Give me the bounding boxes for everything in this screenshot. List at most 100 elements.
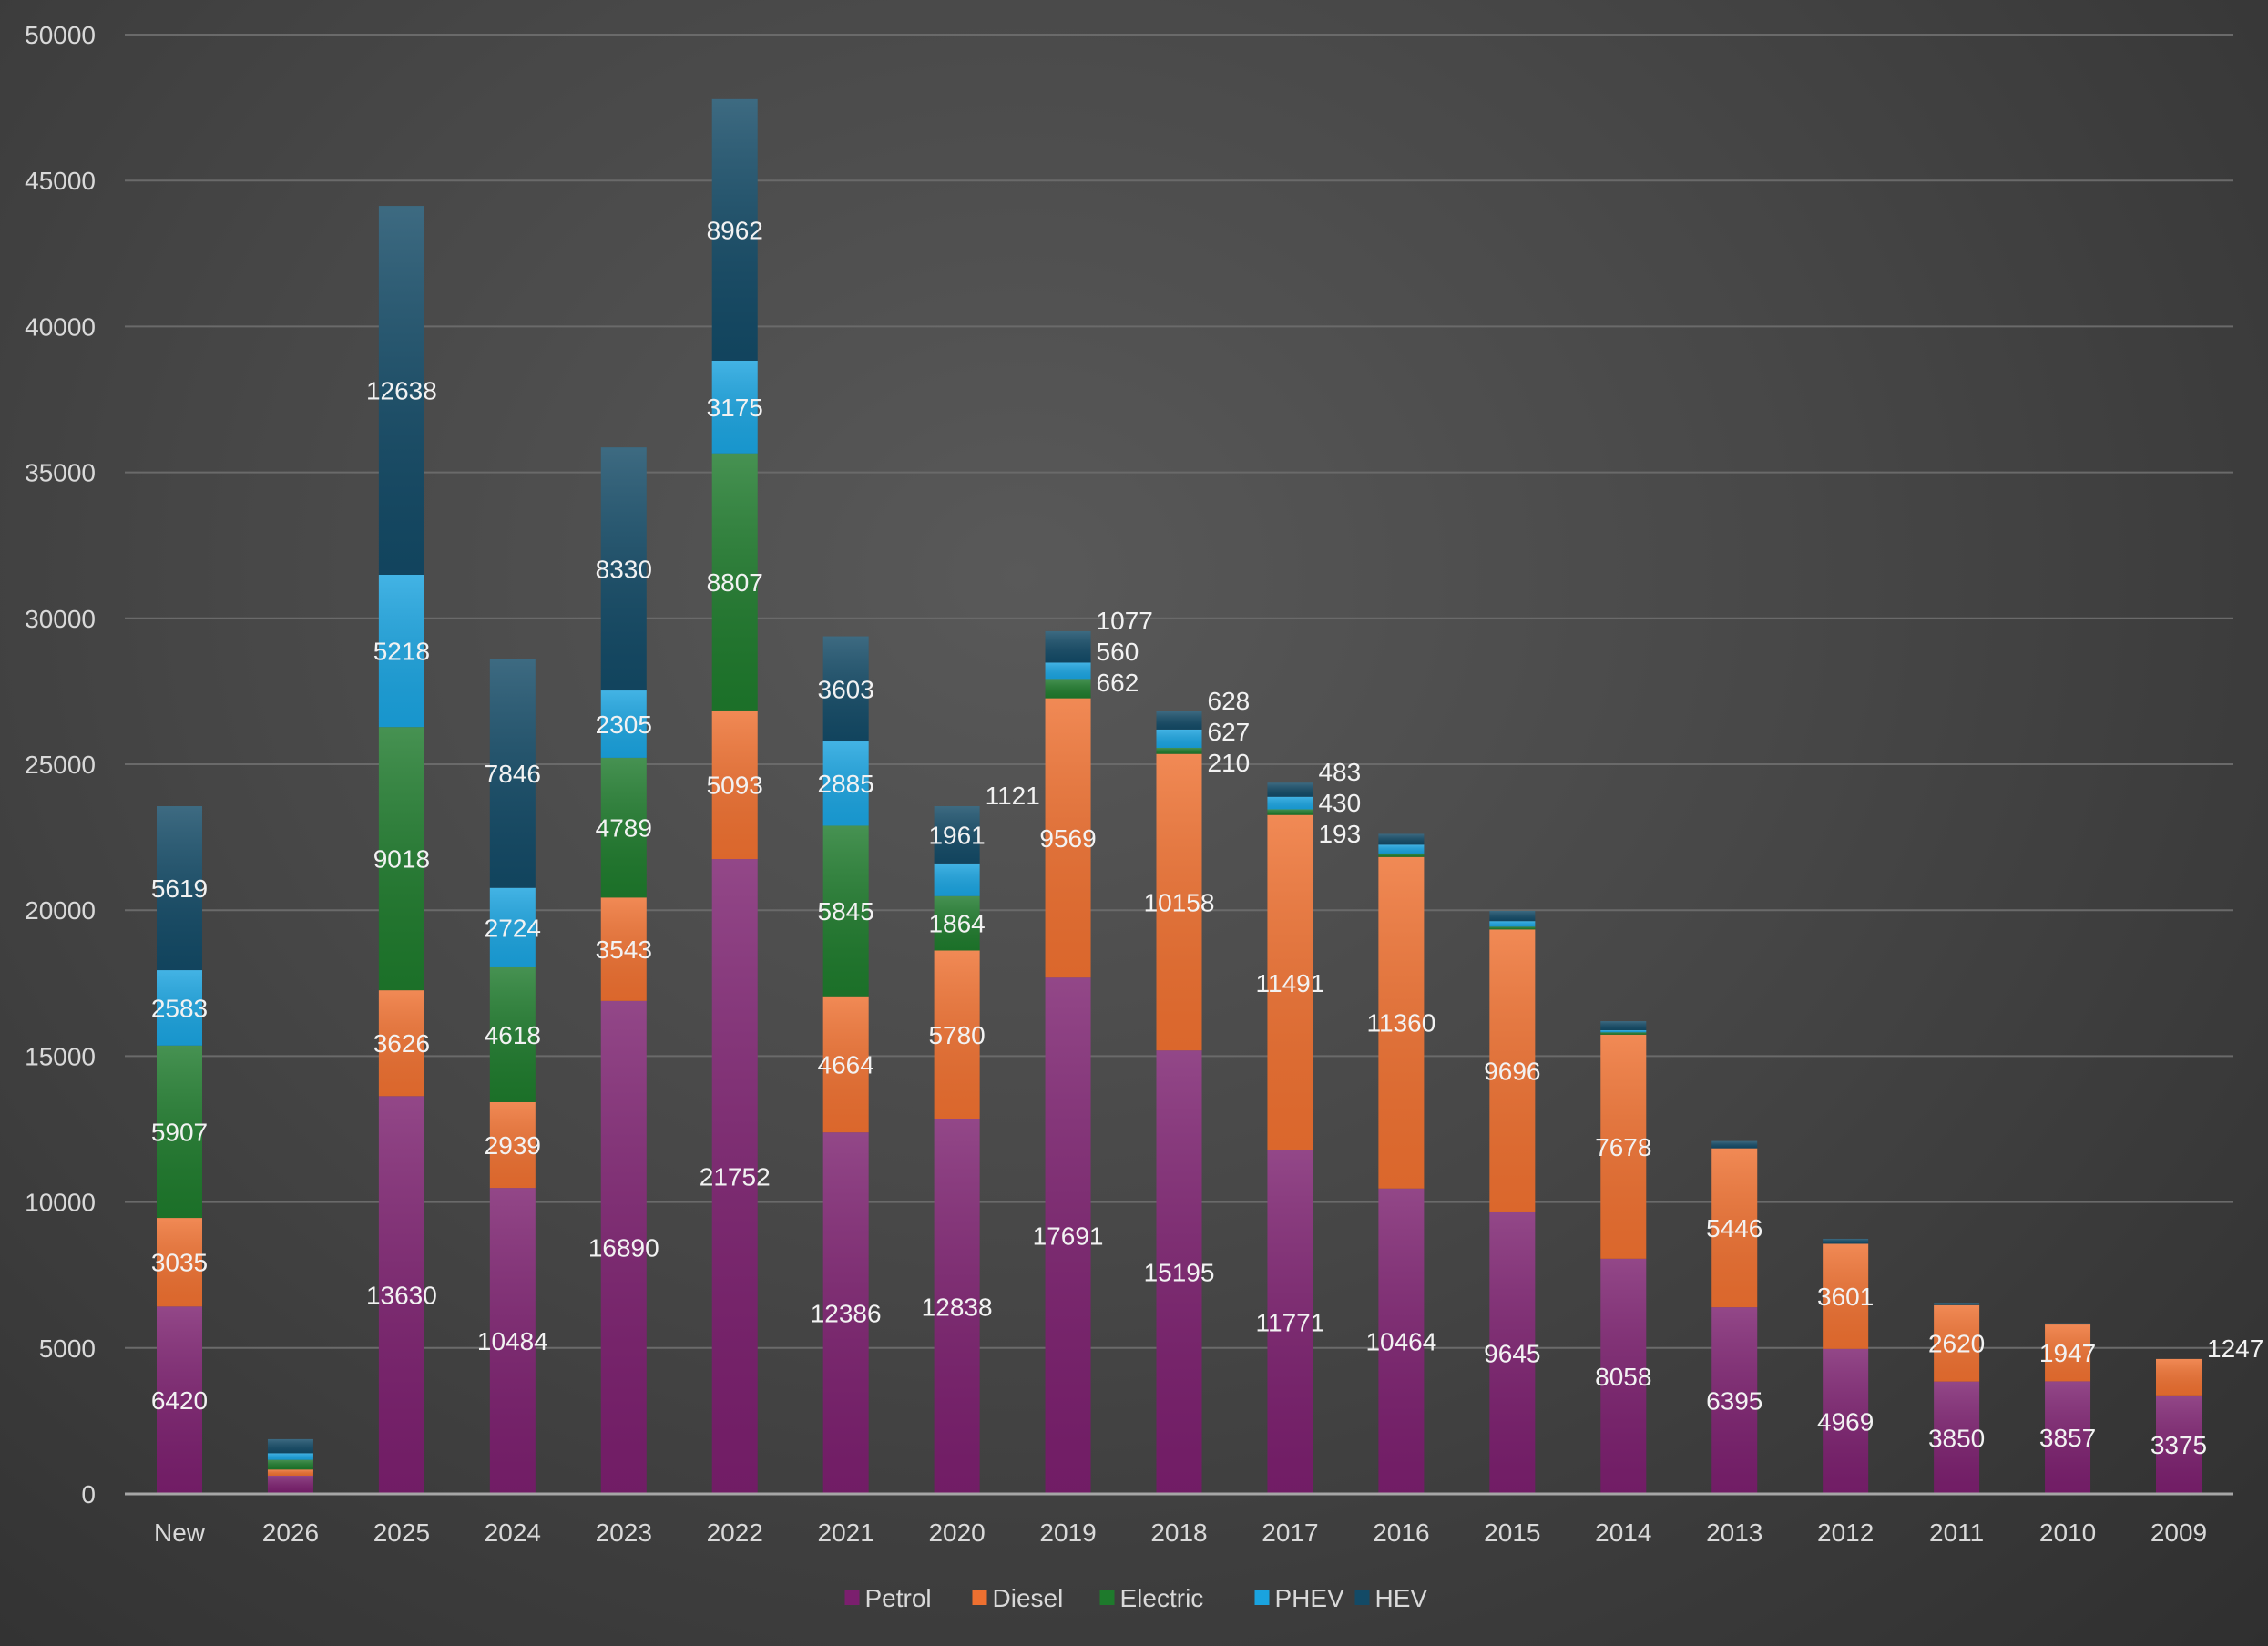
data-label: 5780	[928, 1021, 985, 1049]
data-label: 13630	[366, 1282, 437, 1310]
bar-segment-shade	[267, 1459, 313, 1470]
legend: Petrol Diesel Electric PHEV HEV	[844, 1584, 1428, 1612]
x-tick-label: 2025	[373, 1518, 430, 1547]
legend-swatch	[1254, 1590, 1270, 1605]
data-label: 2305	[596, 711, 652, 739]
data-label: 7846	[485, 760, 541, 788]
legend-label: Diesel	[993, 1584, 1064, 1612]
bar-segment-shade	[1823, 1238, 1869, 1244]
bar-segment-shade	[711, 360, 758, 454]
legend-swatch	[1354, 1590, 1370, 1605]
bar-segment-shade	[1156, 753, 1202, 1051]
bar-segment-shade	[2045, 1324, 2091, 1382]
bar-segment-shade	[934, 863, 980, 896]
data-label: 21752	[700, 1163, 771, 1191]
x-axis: New 2026 2025 2024 2023 2022 2021 2020 2019 2018 2…	[125, 1492, 2233, 1547]
x-tick-label: 2013	[1706, 1518, 1762, 1547]
y-tick-label: 25000	[25, 751, 96, 779]
data-label: 4664	[818, 1050, 874, 1079]
bar-segment-shade	[600, 1000, 647, 1494]
y-tick-label: 45000	[25, 167, 96, 195]
data-label: 5218	[373, 638, 430, 666]
y-tick-label: 20000	[25, 896, 96, 925]
bar-segment-shade	[2156, 1358, 2202, 1396]
data-label: 1247	[2207, 1334, 2263, 1363]
y-tick-label: 0	[81, 1480, 96, 1508]
data-label: 2583	[151, 994, 208, 1022]
y-tick-label: 5000	[39, 1334, 96, 1363]
bar-segment-shade	[934, 895, 980, 951]
y-tick-label: 35000	[25, 459, 96, 487]
data-label: 8962	[707, 216, 763, 244]
bar-segment-shade	[1600, 1032, 1647, 1035]
data-label: 3850	[1928, 1424, 1985, 1452]
bar-segment-shade	[489, 1188, 536, 1494]
bar-segment-shade	[1045, 679, 1091, 699]
data-label: 12638	[366, 377, 437, 405]
bar-segment-shade	[2045, 1381, 2091, 1494]
data-label: 11491	[1256, 969, 1325, 997]
bar-segment-shade	[489, 966, 536, 1102]
bars	[157, 98, 2202, 1494]
data-label: 6395	[1706, 1387, 1762, 1416]
data-label: 10158	[1144, 888, 1215, 916]
bar-segment-shade	[1267, 796, 1313, 810]
legend-item-electric: Electric	[1099, 1584, 1203, 1612]
bar-segment-shade	[1378, 853, 1425, 857]
x-tick-label: 2020	[928, 1518, 985, 1547]
x-tick-label: 2019	[1039, 1518, 1096, 1547]
bar-segment-shade	[1489, 1211, 1536, 1494]
data-label: 11360	[1366, 1009, 1435, 1038]
bar-segment-shade	[1489, 929, 1536, 1212]
data-label: 3601	[1817, 1283, 1874, 1311]
bar-segment-shade	[934, 1119, 980, 1494]
x-tick-label: 2014	[1595, 1518, 1651, 1547]
data-label: 17691	[1033, 1222, 1104, 1251]
data-label: 7678	[1595, 1133, 1651, 1161]
bar-segment-shade	[1600, 1021, 1647, 1031]
bar-segment-shade	[1489, 921, 1536, 927]
data-label: 1947	[2039, 1339, 2096, 1367]
bar-segment-shade	[1156, 729, 1202, 748]
data-label: 2724	[485, 914, 541, 942]
bar-segment-shade	[1378, 856, 1425, 1189]
bar-segment-shade	[378, 1096, 424, 1494]
data-label: 1121	[986, 782, 1040, 810]
bar-segment-shade	[711, 859, 758, 1494]
bar-segment-shade	[711, 710, 758, 860]
data-label: 6420	[151, 1386, 208, 1415]
y-tick-label: 40000	[25, 312, 96, 341]
bar-segment-shade	[1934, 1381, 1980, 1494]
data-label: 3857	[2039, 1424, 2096, 1452]
legend-label: HEV	[1375, 1584, 1428, 1612]
legend-item-phev: PHEV	[1254, 1584, 1344, 1612]
bar-segment-shade	[1045, 662, 1091, 680]
bar-segment-shade	[600, 897, 647, 1001]
bar-segment-shade	[378, 727, 424, 991]
bar-segment-shade	[1711, 1307, 1758, 1494]
bar-segment-shade	[1378, 1188, 1425, 1494]
bar-segment-shade	[157, 970, 202, 1046]
data-label: 16890	[588, 1233, 659, 1262]
data-labels: 6420 3035 5907 2583 5619 13630 3626 9018 5218 126…	[151, 216, 2263, 1459]
bar-segment-shade	[1378, 833, 1425, 845]
data-label: 662	[1097, 669, 1139, 697]
bar-segment-shade	[934, 950, 980, 1119]
x-tick-label: New	[154, 1518, 206, 1547]
bar-segment-shade	[822, 996, 869, 1133]
data-label: 3035	[151, 1249, 208, 1277]
data-label: 4789	[596, 814, 652, 843]
bar-segment-shade	[267, 1453, 313, 1460]
bar-segment-shade	[1823, 1348, 1869, 1494]
data-label: 3626	[373, 1029, 430, 1058]
bar-segment-shade	[1934, 1304, 1980, 1382]
data-label: 8807	[707, 568, 763, 597]
x-tick-label: 2011	[1929, 1518, 1984, 1547]
bar-segment-shade	[157, 1306, 202, 1494]
x-tick-label: 2023	[596, 1518, 652, 1547]
data-label: 9645	[1484, 1339, 1540, 1367]
bar-segment-shade	[1267, 782, 1313, 797]
data-label: 628	[1208, 687, 1251, 715]
data-label: 12386	[811, 1300, 882, 1328]
bar-segment-shade	[267, 1475, 313, 1494]
